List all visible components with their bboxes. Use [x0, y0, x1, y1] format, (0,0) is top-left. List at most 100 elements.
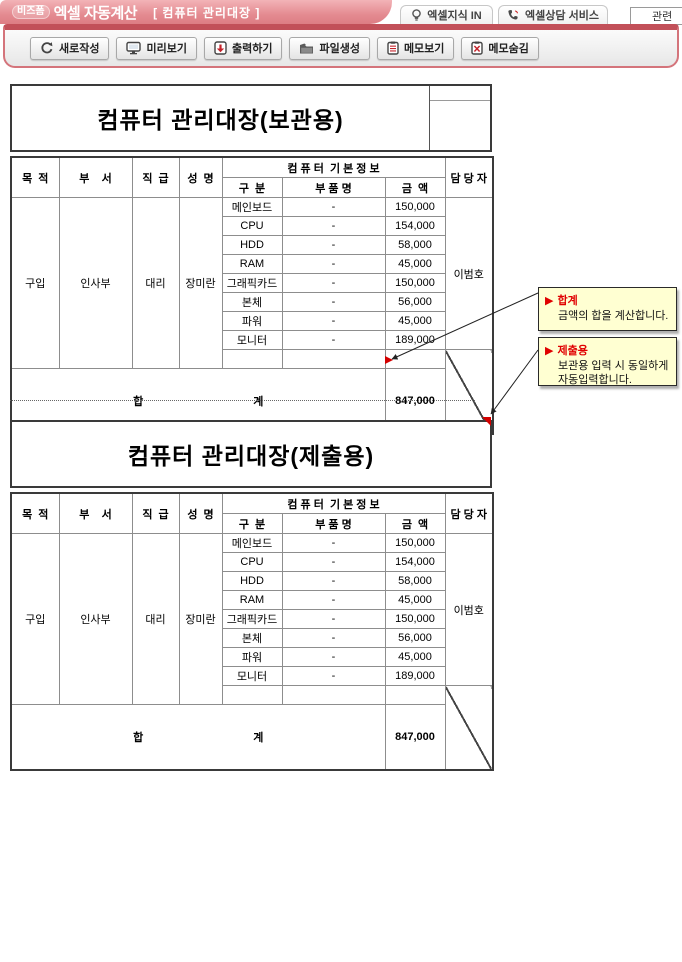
storage-side-box: [429, 86, 490, 150]
ledger-table-storage: 컴퓨터 관리대장(보관용) 목 적 부 서 직 급 성 명 컴 퓨 터 기 본 …: [10, 84, 494, 435]
part-name-cell: -: [281, 628, 386, 648]
amount-cell: 56,000: [384, 628, 446, 648]
storage-ledger-grid: 목 적 부 서 직 급 성 명 컴 퓨 터 기 본 정 보 담 당 자 구 분 …: [10, 156, 494, 435]
category-cell-empty: [221, 685, 283, 705]
show-memo-button[interactable]: 메모보기: [376, 36, 455, 60]
side-box-top-cell: [430, 86, 490, 101]
button-label: 출력하기: [231, 43, 273, 55]
callout-title-text: 제출용: [557, 345, 588, 357]
col-header-part-name: 부 품 명: [281, 177, 386, 198]
col-header-manager: 담 당 자: [444, 492, 494, 534]
tab-excel-consult[interactable]: 엑셀상담 서비스: [498, 5, 608, 24]
logo-badge: 비즈폼: [12, 5, 50, 19]
related-forms-label: 관련: [652, 11, 673, 23]
col-header-purpose: 목 적: [10, 492, 60, 534]
category-cell: CPU: [221, 216, 283, 236]
sum-label-left: 합: [133, 732, 144, 744]
document-title: [ 컴퓨터 관리대장 ]: [153, 5, 261, 20]
amount-cell: 150,000: [384, 197, 446, 217]
col-header-computer-info: 컴 퓨 터 기 본 정 보: [221, 156, 446, 178]
page-break-line: [10, 400, 475, 401]
sum-label-right: 계: [253, 396, 264, 408]
submission-ledger-grid: 목 적 부 서 직 급 성 명 컴 퓨 터 기 본 정 보 담 당 자 구 분 …: [10, 492, 494, 771]
preview-monitor-icon: [126, 41, 142, 55]
amount-cell: 45,000: [384, 311, 446, 331]
part-name-cell: -: [281, 197, 386, 217]
table-row: 구입 인사부 대리 장미란 메인보드 - 150,000 이범호: [10, 197, 494, 369]
memo-callout-sum: ▶ 합계 금액의 합을 계산합니다.: [538, 287, 677, 331]
toolbar: 새로작성 미리보기 출력하기 파일생성: [3, 24, 679, 68]
hide-memo-button[interactable]: 메모숨김: [461, 36, 539, 60]
app-logo: 비즈폼 엑셀 자동계산: [12, 2, 138, 23]
category-cell: CPU: [221, 552, 283, 572]
category-cell: 모니터: [221, 330, 283, 350]
side-box-bottom-cell: [430, 101, 490, 150]
col-header-position: 직 급: [131, 156, 180, 198]
col-header-amount: 금 액: [384, 177, 446, 198]
position-cell: 대리: [131, 197, 180, 369]
storage-table-title: 컴퓨터 관리대장(보관용): [97, 107, 344, 133]
tab-label: 엑셀지식 IN: [427, 10, 482, 22]
logo-text: 엑셀 자동계산: [53, 4, 138, 22]
col-header-amount: 금 액: [384, 513, 446, 534]
related-forms-box[interactable]: 관련: [630, 7, 682, 25]
part-name-cell: -: [281, 666, 386, 686]
manager-cell: 이범호: [444, 533, 494, 686]
part-name-cell-empty: [281, 349, 386, 369]
col-header-name: 성 명: [178, 156, 223, 198]
table-row: RAM -45,000: [11, 590, 493, 610]
sum-label-right: 계: [253, 732, 264, 744]
col-header-position: 직 급: [131, 492, 180, 534]
tab-label: 엑셀상담 서비스: [525, 10, 599, 22]
create-file-button[interactable]: 파일생성: [289, 36, 370, 60]
print-button[interactable]: 출력하기: [203, 36, 283, 60]
purpose-cell: 구입: [10, 533, 60, 705]
part-name-cell: -: [281, 647, 386, 667]
category-cell: 그래픽카드: [221, 273, 283, 293]
amount-cell: 189,000: [384, 330, 446, 350]
ledger-table-submission: 컴퓨터 관리대장(제출용) 목 적 부 서 직 급 성 명 컴 퓨 터 기 본 …: [10, 420, 494, 771]
category-cell: 본체: [221, 628, 283, 648]
part-name-cell: -: [281, 552, 386, 572]
callout-body-text: 금액의 합을 계산합니다.: [558, 310, 669, 322]
button-label: 새로작성: [59, 43, 100, 55]
category-cell: HDD: [221, 571, 283, 591]
amount-cell: 150,000: [384, 533, 446, 553]
callout-arrow-icon: ▶: [545, 294, 554, 307]
name-cell: 장미란: [178, 533, 223, 705]
col-header-department: 부 서: [58, 492, 133, 534]
category-cell: 파워: [221, 647, 283, 667]
table-row: HDD -58,000: [11, 571, 493, 591]
department-cell: 인사부: [58, 533, 133, 705]
manager-cell: 이범호: [444, 197, 494, 350]
col-header-category: 구 분: [221, 513, 283, 534]
refresh-icon: [41, 42, 53, 54]
memo-hide-icon: [471, 41, 484, 55]
col-header-name: 성 명: [178, 492, 223, 534]
callout-arrow-icon: ▶: [545, 344, 554, 357]
part-name-cell: -: [281, 273, 386, 293]
category-cell: 파워: [221, 311, 283, 331]
part-name-cell: -: [281, 609, 386, 629]
amount-cell: 154,000: [384, 552, 446, 572]
sum-label-cell: 합 계: [10, 704, 386, 771]
tab-excel-knowledge[interactable]: 엑셀지식 IN: [400, 5, 493, 24]
button-label: 메모보기: [403, 43, 445, 55]
brand-band: 비즈폼 엑셀 자동계산 [ 컴퓨터 관리대장 ]: [0, 0, 392, 24]
part-name-cell: -: [281, 216, 386, 236]
leader-line-submission: [490, 349, 539, 415]
amount-cell: 56,000: [384, 292, 446, 312]
new-document-button[interactable]: 새로작성: [30, 36, 110, 60]
table-row: 그래픽카드 -150,000: [11, 609, 493, 629]
preview-button[interactable]: 미리보기: [116, 36, 197, 60]
amount-cell: 45,000: [384, 254, 446, 274]
amount-cell-empty: [384, 349, 446, 369]
button-label: 미리보기: [146, 43, 187, 55]
amount-cell: 154,000: [384, 216, 446, 236]
category-cell: RAM: [221, 254, 283, 274]
part-name-cell: -: [281, 292, 386, 312]
header-band: 비즈폼 엑셀 자동계산 [ 컴퓨터 관리대장 ] 엑셀지식 IN 엑셀상담 서비…: [0, 0, 682, 25]
part-name-cell: -: [281, 311, 386, 331]
part-name-cell: -: [281, 571, 386, 591]
